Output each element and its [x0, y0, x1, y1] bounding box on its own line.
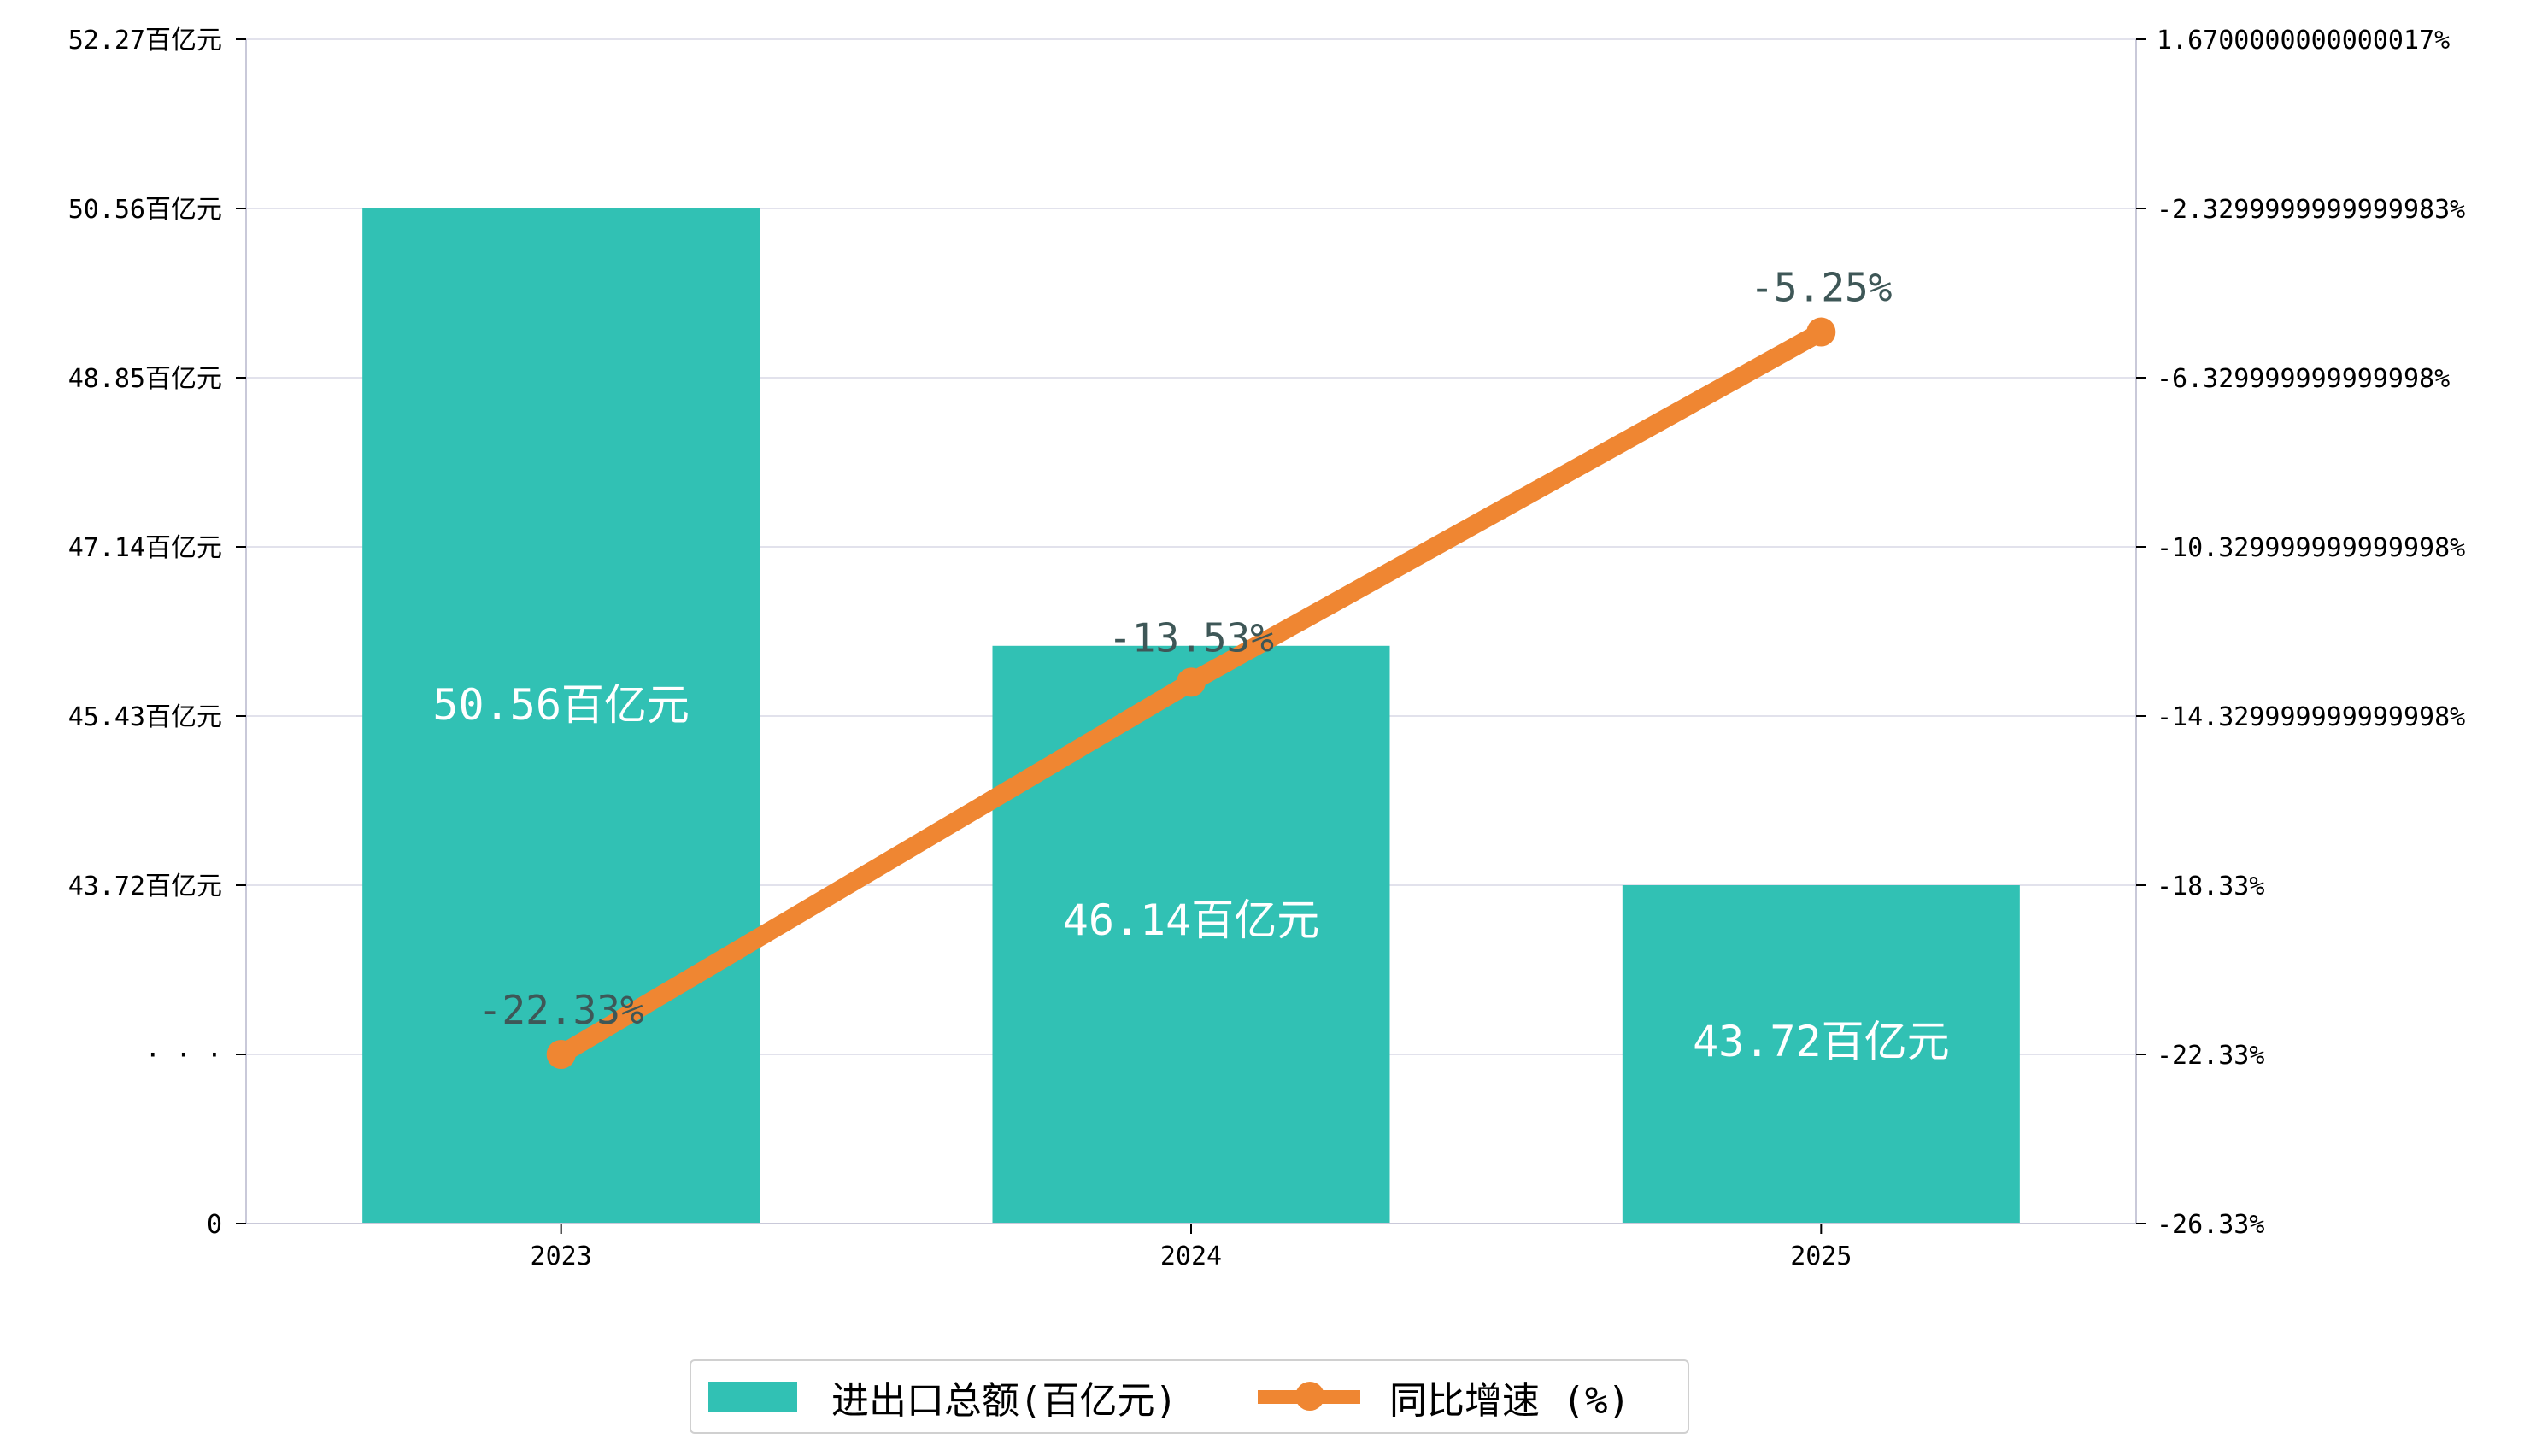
right-tick-label: -14.329999999999998%	[2157, 702, 2465, 732]
left-tick-label: 45.43百亿元	[68, 702, 222, 732]
left-axis-ticks: 0 · · · 43.72百亿元 45.43百亿元 47.14百亿元 48.85百亿元 50…	[68, 26, 246, 1240]
legend-bar-label: 进出口总额(百亿元)	[831, 1378, 1177, 1423]
left-tick-label: 0	[207, 1210, 222, 1240]
legend-item-line: 同比增速 (%)	[1177, 1361, 1630, 1432]
bar-data-labels: 50.56百亿元 46.14百亿元 43.72百亿元	[432, 680, 1949, 1066]
line-data-labels: -22.33% -13.53% -5.25%	[478, 265, 1893, 1033]
line-point	[546, 1040, 576, 1069]
right-tick-label: -2.3299999999999983%	[2157, 195, 2465, 225]
right-tick-label: -22.33%	[2157, 1041, 2264, 1071]
bar-value-label: 46.14百亿元	[1063, 895, 1320, 945]
legend-item-bar: 进出口总额(百亿元)	[691, 1361, 1177, 1432]
legend-line-label: 同比增速 (%)	[1388, 1378, 1630, 1423]
line-value-label: -13.53%	[1108, 614, 1274, 660]
legend-line-marker	[1294, 1381, 1324, 1411]
left-tick-label: · · ·	[145, 1041, 222, 1071]
x-tick-label: 2025	[1790, 1242, 1852, 1271]
x-axis-ticks: 2023 2024 2025	[531, 1224, 1852, 1271]
right-tick-label: 1.6700000000000017%	[2157, 26, 2450, 56]
right-tick-label: -10.329999999999998%	[2157, 533, 2465, 563]
right-tick-label: -6.329999999999998%	[2157, 364, 2450, 394]
left-tick-label: 52.27百亿元	[68, 26, 222, 56]
legend-line-swatch	[1257, 1381, 1360, 1412]
left-tick-label: 47.14百亿元	[68, 533, 222, 563]
legend: 进出口总额(百亿元) 同比增速 (%)	[690, 1359, 1689, 1434]
line-point	[1177, 667, 1206, 697]
line-value-label: -5.25%	[1750, 265, 1892, 311]
x-tick-label: 2024	[1160, 1242, 1222, 1271]
x-tick-label: 2023	[531, 1242, 592, 1271]
line-value-label: -22.33%	[478, 987, 644, 1033]
left-tick-label: 43.72百亿元	[68, 872, 222, 901]
right-axis-ticks: -26.33% -22.33% -18.33% -14.329999999999998…	[2136, 26, 2465, 1240]
right-tick-label: -18.33%	[2157, 872, 2264, 901]
legend-bar-swatch	[708, 1381, 797, 1412]
bar-value-label: 50.56百亿元	[432, 680, 690, 730]
bar	[1622, 885, 2020, 1224]
line-series	[546, 317, 1836, 1069]
left-tick-label: 50.56百亿元	[68, 195, 222, 225]
line-point	[1806, 317, 1836, 347]
bar	[992, 645, 1390, 1224]
bar-value-label: 43.72百亿元	[1693, 1017, 1950, 1066]
right-tick-label: -26.33%	[2157, 1210, 2264, 1240]
left-tick-label: 48.85百亿元	[68, 364, 222, 394]
